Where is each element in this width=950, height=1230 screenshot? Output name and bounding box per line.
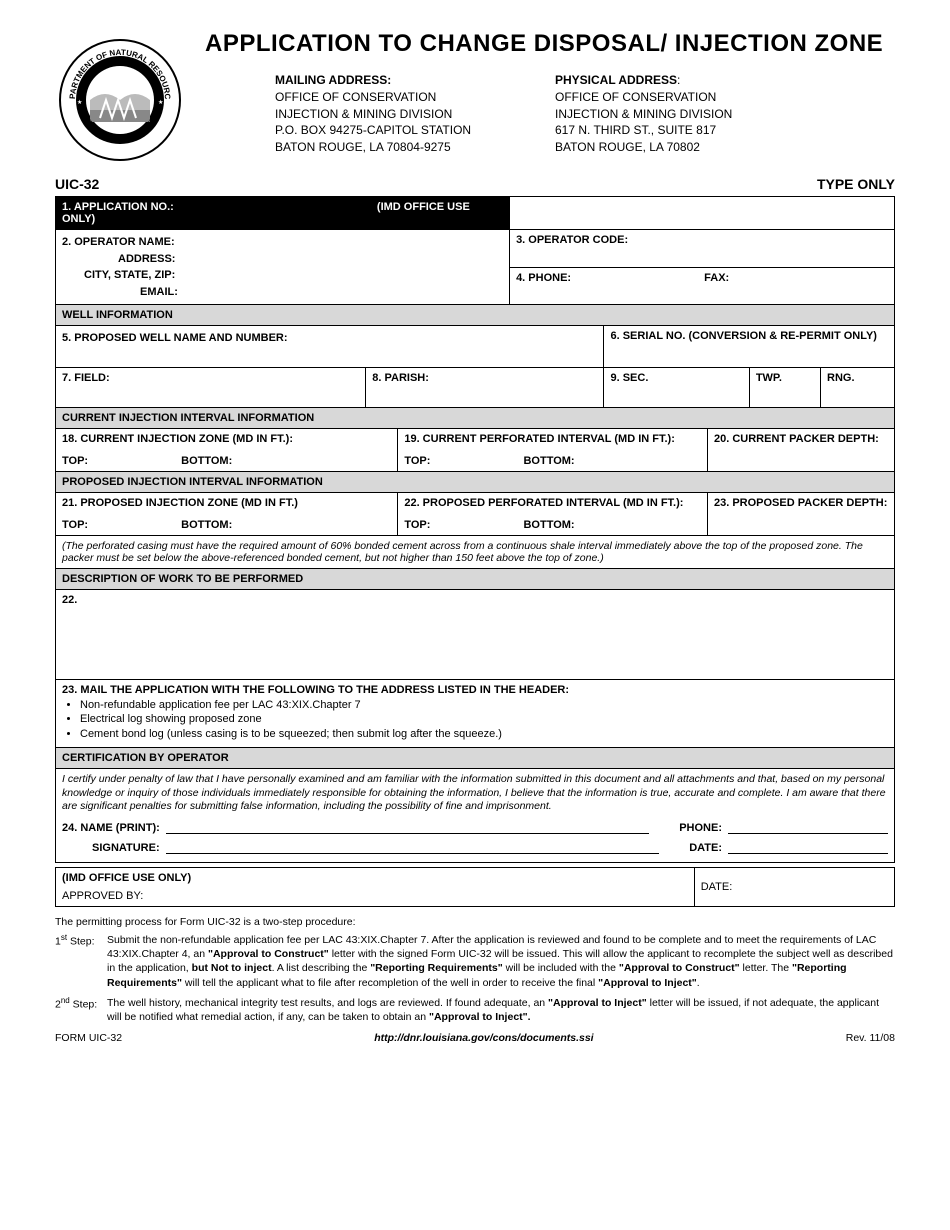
header: DEPARTMENT OF NATURAL RESOURCES OFFICE O… bbox=[55, 30, 895, 170]
form-table: 1. APPLICATION NO.: (IMD OFFICE USE ONLY… bbox=[55, 196, 895, 863]
phone-field[interactable]: PHONE: bbox=[679, 820, 888, 834]
sec[interactable]: 9. SEC. bbox=[604, 368, 749, 408]
row-application-no: 1. APPLICATION NO.: (IMD OFFICE USE ONLY… bbox=[56, 197, 510, 230]
page-title: APPLICATION TO CHANGE DISPOSAL/ INJECTIO… bbox=[205, 30, 895, 58]
date-field[interactable]: DATE: bbox=[689, 840, 888, 854]
section-current-interval: CURRENT INJECTION INTERVAL INFORMATION bbox=[56, 408, 895, 429]
imd-approved-by: (IMD OFFICE USE ONLY) APPROVED BY: bbox=[56, 867, 695, 906]
section-proposed-interval: PROPOSED INJECTION INTERVAL INFORMATION bbox=[56, 472, 895, 493]
section-description: DESCRIPTION OF WORK TO BE PERFORMED bbox=[56, 569, 895, 590]
operator-code[interactable]: 3. OPERATOR CODE: bbox=[510, 230, 895, 268]
section-certification: CERTIFICATION BY OPERATOR bbox=[56, 747, 895, 768]
phone-fax[interactable]: 4. PHONE: FAX: bbox=[510, 267, 895, 305]
svg-text:★: ★ bbox=[158, 99, 163, 106]
type-only-label: TYPE ONLY bbox=[817, 176, 895, 192]
signature-field[interactable]: SIGNATURE: bbox=[62, 840, 659, 854]
operator-info[interactable]: 2. OPERATOR NAME: ADDRESS: CITY, STATE, … bbox=[56, 230, 510, 305]
svg-text:★: ★ bbox=[77, 99, 82, 106]
addresses: MAILING ADDRESS: OFFICE OF CONSERVATION … bbox=[205, 72, 895, 156]
parish[interactable]: 8. PARISH: bbox=[366, 368, 604, 408]
footer-rev: Rev. 11/08 bbox=[846, 1032, 895, 1044]
footer-url: http://dnr.louisiana.gov/cons/documents.… bbox=[374, 1032, 593, 1044]
current-packer-depth[interactable]: 20. CURRENT PACKER DEPTH: bbox=[707, 429, 894, 472]
field[interactable]: 7. FIELD: bbox=[56, 368, 366, 408]
current-injection-zone[interactable]: 18. CURRENT INJECTION ZONE (MD IN FT.): … bbox=[56, 429, 398, 472]
perforation-note: (The perforated casing must have the req… bbox=[56, 536, 895, 569]
permitting-steps: The permitting process for Form UIC-32 i… bbox=[55, 915, 895, 1024]
certification-block: I certify under penalty of law that I ha… bbox=[56, 768, 895, 862]
proposed-packer-depth[interactable]: 23. PROPOSED PACKER DEPTH: bbox=[707, 493, 894, 536]
proposed-injection-zone[interactable]: 21. PROPOSED INJECTION ZONE (MD IN FT.) … bbox=[56, 493, 398, 536]
footer: FORM UIC-32 http://dnr.louisiana.gov/con… bbox=[55, 1032, 895, 1044]
description-of-work[interactable]: 22. bbox=[56, 590, 895, 680]
physical-address: PHYSICAL ADDRESS: OFFICE OF CONSERVATION… bbox=[555, 72, 795, 156]
section-well-info: WELL INFORMATION bbox=[56, 305, 895, 326]
serial-no[interactable]: 6. SERIAL NO. (CONVERSION & RE-PERMIT ON… bbox=[604, 326, 895, 368]
proposed-perforated-interval[interactable]: 22. PROPOSED PERFORATED INTERVAL (MD IN … bbox=[398, 493, 708, 536]
form-code: UIC-32 bbox=[55, 176, 99, 192]
mail-application-with: 23. MAIL THE APPLICATION WITH THE FOLLOW… bbox=[56, 680, 895, 748]
twp[interactable]: TWP. bbox=[749, 368, 820, 408]
mailing-address: MAILING ADDRESS: OFFICE OF CONSERVATION … bbox=[275, 72, 515, 156]
proposed-well-name[interactable]: 5. PROPOSED WELL NAME AND NUMBER: bbox=[56, 326, 604, 368]
current-perforated-interval[interactable]: 19. CURRENT PERFORATED INTERVAL (MD IN F… bbox=[398, 429, 708, 472]
step-1: 1st Step: Submit the non-refundable appl… bbox=[55, 933, 895, 990]
imd-office-table: (IMD OFFICE USE ONLY) APPROVED BY: DATE: bbox=[55, 867, 895, 907]
rng[interactable]: RNG. bbox=[821, 368, 895, 408]
imd-date: DATE: bbox=[694, 867, 894, 906]
step-2: 2nd Step: The well history, mechanical i… bbox=[55, 996, 895, 1024]
agency-seal-icon: DEPARTMENT OF NATURAL RESOURCES OFFICE O… bbox=[55, 30, 185, 170]
form-code-row: UIC-32 TYPE ONLY bbox=[55, 176, 895, 192]
name-print-field[interactable]: 24. NAME (PRINT): bbox=[62, 820, 649, 834]
footer-form-code: FORM UIC-32 bbox=[55, 1032, 122, 1044]
